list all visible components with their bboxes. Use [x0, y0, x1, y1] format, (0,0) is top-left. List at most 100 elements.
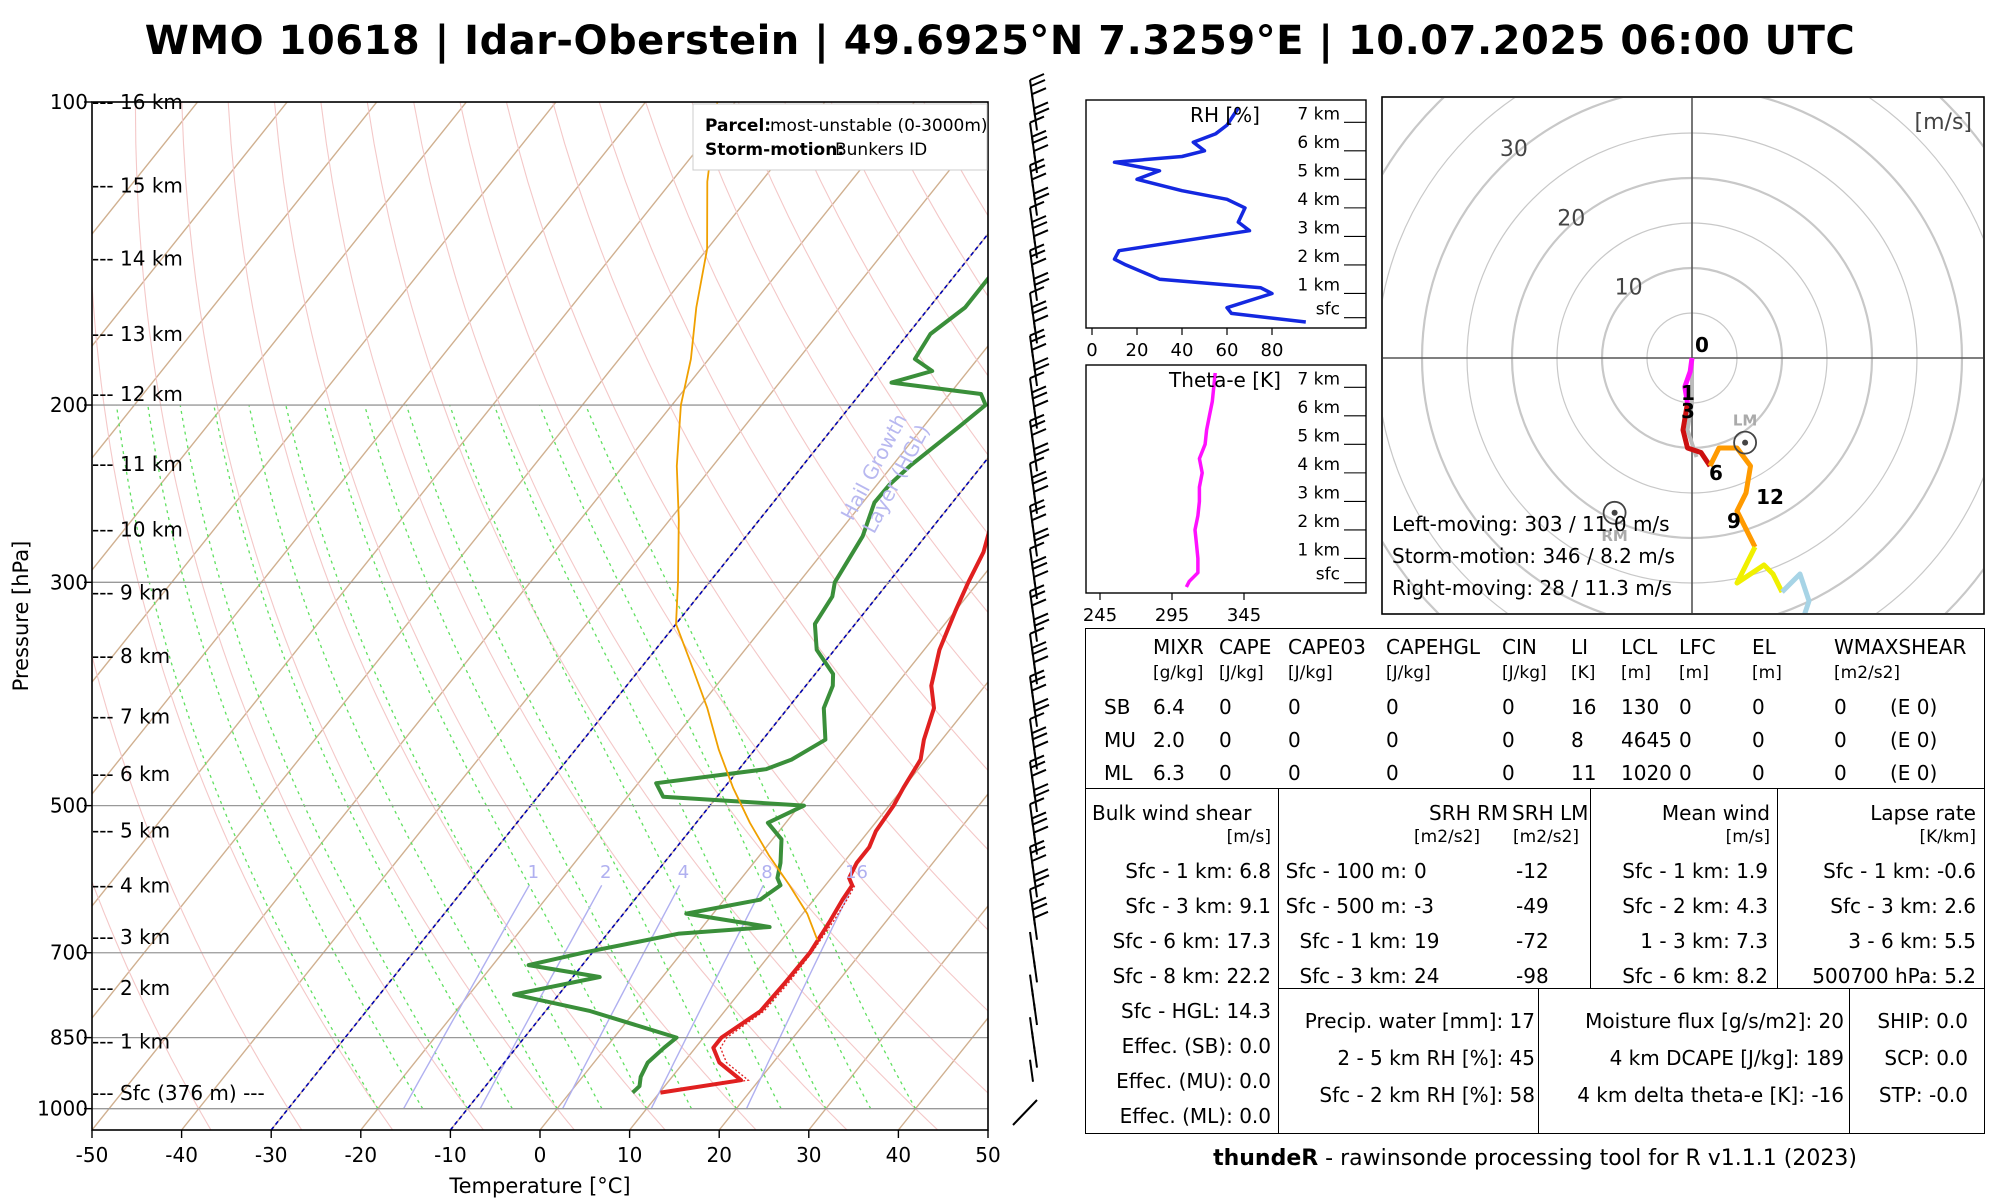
table-row-label: ML [1104, 761, 1133, 785]
srh-rm-value: 0 [1414, 859, 1427, 883]
hodograph-rm-label: RM [1601, 527, 1627, 545]
wind-barb-flag [1031, 513, 1047, 522]
isotherm-line [449, 456, 988, 1130]
isotherm-line [718, 792, 988, 1130]
page-title: WMO 10618 | Idar-Oberstein | 49.6925°N 7… [144, 18, 1856, 64]
wind-barb-flag [1031, 428, 1047, 436]
table-cell: 11 [1571, 761, 1597, 785]
wind-barb-flag [1031, 300, 1047, 309]
wind-barb-staff [1029, 1059, 1034, 1082]
table-cell: 0 [1386, 728, 1399, 752]
wind-barb-flag [1034, 277, 1050, 286]
table-cell: 0 [1219, 695, 1232, 719]
wind-barb-flag [1031, 811, 1047, 820]
wind-barb-flag [1030, 590, 1046, 599]
lapse-rate-panel: Lapse rate [K/km] Sfc - 1 km: -0.6 Sfc - … [1777, 788, 1985, 990]
srh-row-label: Sfc - 500 m: [1285, 894, 1407, 918]
hodograph-ring-label: 10 [1615, 276, 1643, 301]
wind-barb-flag [1033, 825, 1049, 834]
x-tick-label: 80 [1261, 340, 1284, 361]
bulk-shear-row: Sfc - 3 km: 9.1 [1125, 894, 1271, 918]
y-tick-label: 700 [50, 941, 88, 965]
table-cell: (E 0) [1890, 761, 1938, 785]
lapse-rate-row: 500700 hPa: 5.2 [1812, 964, 1976, 988]
x-tick-label: 40 [1171, 340, 1194, 361]
wind-barb-flag [1032, 902, 1048, 911]
hgl-boundary-line [449, 456, 988, 1130]
table-column-header: CAPE [1219, 635, 1272, 659]
moist-adiabat-line [179, 404, 469, 1110]
bulk-shear-row: Sfc - 1 km: 6.8 [1125, 859, 1271, 883]
height-label: sfc [1316, 565, 1340, 585]
y-tick-label: 850 [50, 1026, 88, 1050]
bulk-shear-row: Effec. (SB): 0.0 [1121, 1034, 1271, 1058]
wind-barb-flag [1033, 868, 1049, 877]
height-label: 5 km [1297, 426, 1340, 446]
height-label: --- 6 km [92, 762, 170, 786]
isotherm-line [92, 102, 736, 908]
wind-barb-flag [1034, 789, 1050, 797]
srh-row-label: Sfc - 1 km: [1299, 929, 1407, 953]
table-column-header: LI [1571, 635, 1589, 659]
height-label: 5 km [1297, 161, 1340, 181]
mixing-ratio-label: 8 [761, 862, 772, 883]
parcel-legend: Parcel:most-unstable (0-3000m) Storm-moti… [692, 103, 988, 171]
height-label: 7 km [1297, 369, 1340, 389]
height-label: --- 15 km [92, 173, 183, 197]
wind-barb-flag [1034, 703, 1050, 712]
profile-frame [1085, 364, 1367, 594]
dry-adiabat-line [598, 102, 988, 772]
hodograph-height-mark: 6 [1709, 461, 1723, 485]
lapse-rate-row: Sfc - 1 km: -0.6 [1823, 859, 1976, 883]
height-label: 6 km [1297, 133, 1340, 153]
height-label: 2 km [1297, 512, 1340, 532]
y-tick-label: 1000 [37, 1097, 88, 1121]
x-tick-label: 20 [706, 1143, 731, 1167]
wind-barb-flag [1030, 760, 1046, 769]
wind-barb-flag [1029, 882, 1045, 891]
table-column-unit: [J/kg] [1288, 663, 1333, 683]
y-tick-label: 200 [50, 393, 88, 417]
wind-barb-flag [1033, 783, 1049, 791]
x-tick-label: -30 [255, 1143, 288, 1167]
wind-barb-flag [1033, 697, 1049, 706]
wind-barb-flag [1033, 442, 1049, 451]
x-tick-label: -20 [344, 1143, 377, 1167]
table-cell: 0 [1288, 761, 1301, 785]
wind-barb-flag [1031, 129, 1047, 138]
wind-barb-flag [1033, 484, 1049, 493]
isotherm-line [92, 102, 467, 572]
x-tick-label: -40 [165, 1143, 198, 1167]
wind-barb-flag [1034, 448, 1050, 457]
table-column-header: CIN [1502, 635, 1537, 659]
height-label: --- Sfc (376 m) --- [92, 1081, 265, 1105]
table-column-unit: [K] [1571, 663, 1596, 683]
table-column-unit: [J/kg] [1502, 663, 1547, 683]
wind-barb-staff [1033, 1045, 1038, 1068]
height-label: --- 7 km [92, 705, 170, 729]
wind-barb-flag [1031, 768, 1047, 777]
table-cell: 8 [1571, 728, 1584, 752]
wind-barb-flag [1033, 271, 1049, 280]
table-cell: 0 [1679, 728, 1692, 752]
wind-barb-flag [1032, 817, 1048, 826]
y-tick-label: 100 [50, 90, 88, 114]
isotherm-line [92, 102, 647, 796]
moist-adiabat-line [115, 404, 379, 1110]
table-cell: 2.0 [1153, 728, 1185, 752]
mixing-ratio-line [479, 884, 603, 1110]
skew-t-plot-area [92, 102, 988, 1130]
legend-storm-value: Bunkers ID [835, 140, 927, 160]
height-label: 1 km [1297, 275, 1340, 295]
legend-parcel-value: most-unstable (0-3000m) [770, 116, 988, 136]
moist-adiabat-line [363, 404, 693, 1110]
mixing-ratio-label: 2 [600, 862, 611, 883]
table-cell: 0 [1502, 761, 1515, 785]
bulk-shear-row: Effec. (MU): 0.0 [1116, 1069, 1271, 1093]
flux-row: 4 km DCAPE [J/kg]: 189 [1609, 1046, 1844, 1070]
table-cell: 0 [1219, 761, 1232, 785]
mean-wind-title: Mean wind [1661, 801, 1770, 825]
srh-lm-value: -12 [1516, 859, 1549, 883]
bulk-shear-title: Bulk wind shear [1092, 801, 1252, 825]
